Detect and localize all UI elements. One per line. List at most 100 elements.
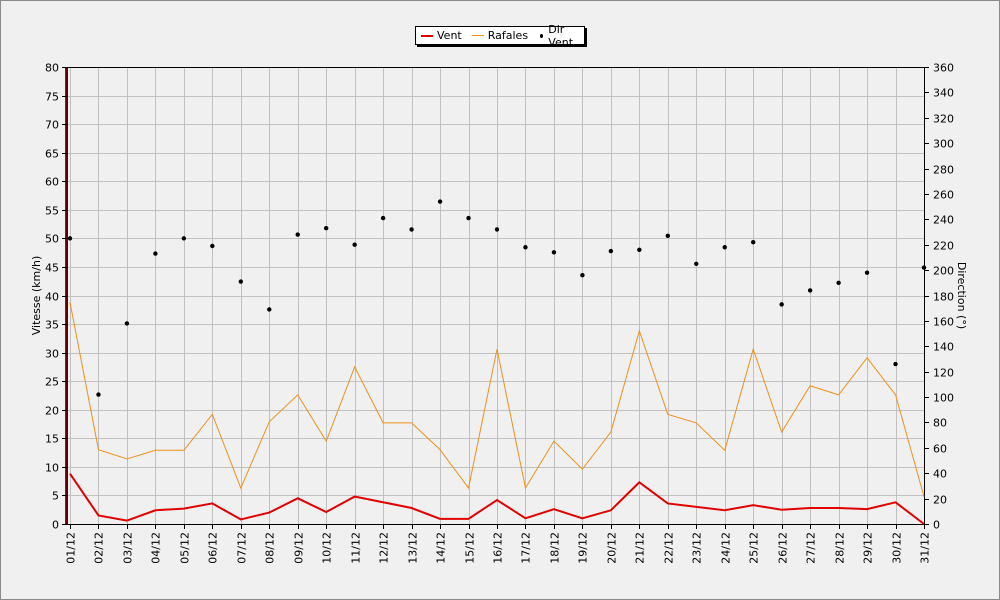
data-point-dir-vent <box>494 227 500 232</box>
data-point-dir-vent <box>836 280 841 286</box>
y-axis-title-left: Vitesse (km/h) <box>30 256 43 336</box>
y-tick-label-right: 340 <box>933 87 954 100</box>
y-tick-label-right: 180 <box>933 291 954 304</box>
y-tick-label-right: 0 <box>933 519 940 532</box>
data-point-dir-vent <box>181 236 187 241</box>
y-tick-label-left: 50 <box>45 233 59 246</box>
legend-label-dir-vent: Dir Vent <box>548 22 574 49</box>
y-tick-label-left: 40 <box>45 291 59 304</box>
data-point-dir-vent <box>807 288 813 293</box>
y-tick-label-left: 10 <box>45 462 59 475</box>
y-tick-label-left: 5 <box>52 490 59 503</box>
series-line-rafales <box>69 302 925 497</box>
y-tick-label-right: 240 <box>933 214 954 227</box>
x-tick-label: 08/12 <box>264 532 277 564</box>
y-tick-label-right: 160 <box>933 316 954 329</box>
x-tick-label: 18/12 <box>549 532 562 564</box>
data-point-dir-vent <box>523 245 528 250</box>
data-point-dir-vent <box>67 236 73 241</box>
data-point-dir-vent <box>751 239 756 245</box>
y-tick-label-right: 140 <box>933 341 954 354</box>
legend-swatch-rafales <box>471 35 484 36</box>
legend-item-rafales: Rafales <box>471 29 529 42</box>
y-tick-label-right: 320 <box>933 113 954 126</box>
x-tick-label: 28/12 <box>834 532 847 564</box>
data-point-dir-vent <box>96 392 101 397</box>
y-tick-label-right: 280 <box>933 164 954 177</box>
data-point-dir-vent <box>267 307 272 312</box>
data-point-dir-vent <box>210 243 215 249</box>
x-tick-label: 20/12 <box>606 532 619 564</box>
data-point-dir-vent <box>893 361 898 367</box>
x-tick-label: 06/12 <box>207 532 220 564</box>
x-tick-label: 01/12 <box>65 532 78 564</box>
x-tick-label: 29/12 <box>862 532 875 564</box>
data-point-dir-vent <box>437 199 443 204</box>
legend: Vent Rafales Dir Vent <box>415 23 585 49</box>
y-tick-label-right: 120 <box>933 367 954 380</box>
x-tick-label: 15/12 <box>464 532 477 564</box>
x-tick-label: 04/12 <box>150 532 163 564</box>
y-tick-label-right: 200 <box>933 265 954 278</box>
legend-label-vent: Vent <box>437 29 462 42</box>
x-tick-label: 19/12 <box>577 532 590 564</box>
data-point-dir-vent <box>380 215 386 221</box>
y-tick-label-right: 100 <box>933 392 954 405</box>
legend-item-vent: Vent <box>421 29 462 42</box>
y-tick-label-left: 55 <box>45 205 59 218</box>
data-point-dir-vent <box>921 265 927 270</box>
x-tick-label: 10/12 <box>321 532 334 564</box>
data-point-dir-vent <box>864 270 870 275</box>
y-tick-label-right: 360 <box>933 62 954 75</box>
data-point-dir-vent <box>466 215 471 221</box>
x-tick-label: 23/12 <box>691 532 704 564</box>
data-point-dir-vent <box>694 261 699 266</box>
y-tick-label-left: 0 <box>52 519 59 532</box>
y-tick-label-left: 25 <box>45 376 59 389</box>
y-tick-label-left: 60 <box>45 176 59 189</box>
y-tick-label-right: 300 <box>933 138 954 151</box>
y-tick-label-right: 220 <box>933 240 954 253</box>
plot-area <box>67 67 924 524</box>
y-tick-label-left: 45 <box>45 262 59 275</box>
y-tick-label-right: 80 <box>933 417 947 430</box>
x-tick-label: 21/12 <box>634 532 647 564</box>
data-point-dir-vent <box>409 227 414 232</box>
y-tick-label-right: 40 <box>933 468 947 481</box>
x-tick-label: 11/12 <box>350 532 363 564</box>
x-tick-label: 12/12 <box>378 532 391 564</box>
series-line-vent <box>69 473 925 525</box>
data-point-dir-vent <box>153 251 158 256</box>
y-tick-label-left: 70 <box>45 119 59 132</box>
y-tick-label-left: 35 <box>45 319 59 332</box>
data-point-dir-vent <box>722 245 727 250</box>
legend-item-dir-vent: Dir Vent <box>536 23 584 49</box>
y-tick-label-left: 15 <box>45 433 59 446</box>
x-tick-label: 09/12 <box>293 532 306 564</box>
y-tick-label-left: 20 <box>45 405 59 418</box>
x-tick-label: 26/12 <box>777 532 790 564</box>
data-point-dir-vent <box>238 279 243 284</box>
x-tick-label: 22/12 <box>663 532 676 564</box>
y-tick-label-right: 260 <box>933 189 954 202</box>
y-axis-title-right: Direction (°) <box>955 262 968 329</box>
x-tick-label: 25/12 <box>748 532 761 564</box>
legend-marker-dir-vent <box>540 33 544 38</box>
x-tick-label: 30/12 <box>891 532 904 564</box>
x-tick-label: 05/12 <box>179 532 192 564</box>
data-point-dir-vent <box>324 226 329 231</box>
y-tick-label-right: 20 <box>933 494 947 507</box>
x-tick-label: 31/12 <box>919 532 932 564</box>
x-tick-label: 16/12 <box>492 532 505 564</box>
x-tick-label: 03/12 <box>122 532 135 564</box>
y-tick-label-left: 65 <box>45 148 59 161</box>
data-point-dir-vent <box>779 302 784 307</box>
legend-label-rafales: Rafales <box>487 29 529 42</box>
data-point-dir-vent <box>665 233 670 239</box>
y-tick-label-left: 75 <box>45 91 59 104</box>
y-tick-label-right: 60 <box>933 443 947 456</box>
y-tick-label-left: 30 <box>45 348 59 361</box>
data-point-dir-vent <box>124 321 130 326</box>
x-tick-label: 24/12 <box>720 532 733 564</box>
